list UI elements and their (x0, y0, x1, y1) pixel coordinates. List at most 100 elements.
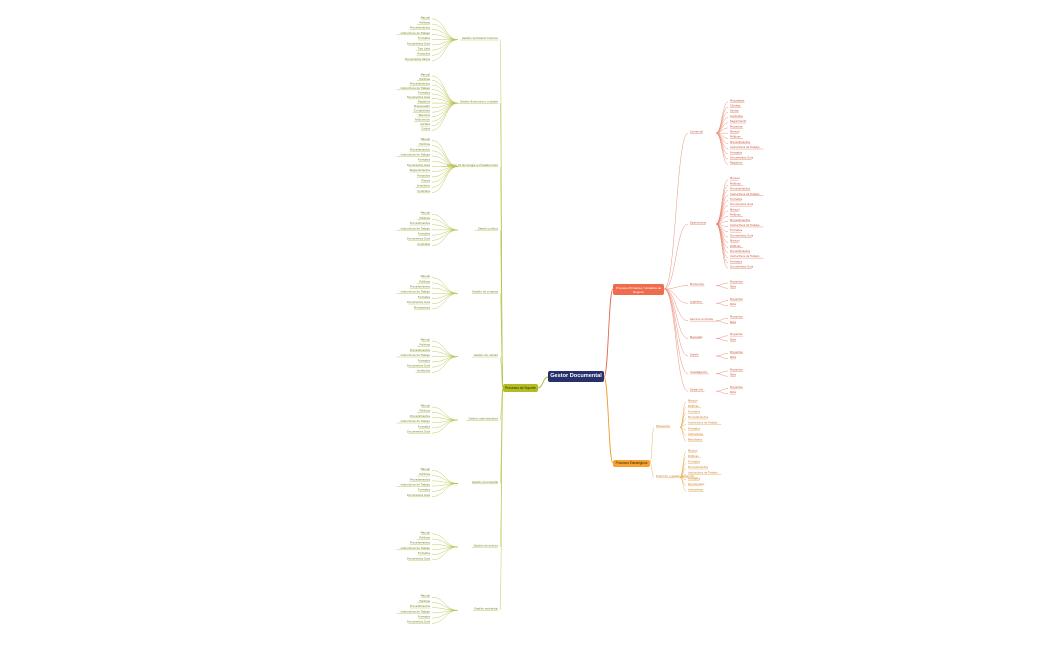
sub-node[interactable]: Operaciones (690, 220, 707, 224)
leaf-node[interactable]: Procedimientos (410, 147, 431, 151)
leaf-node[interactable]: Procedimientos (730, 140, 751, 144)
leaf-node[interactable]: Formatos (418, 158, 431, 162)
leaf-node[interactable]: Documentos Guía (407, 237, 431, 241)
sub-node[interactable]: Comercial (690, 130, 703, 134)
leaf-node[interactable]: Documentos Guía (407, 364, 431, 368)
leaf-node[interactable]: Políticas (419, 536, 430, 540)
sub-node[interactable]: Dirección y gestión gerencial (656, 474, 694, 478)
leaf-node[interactable]: Manual (421, 137, 431, 141)
leaf-node[interactable]: Proyectos (730, 124, 743, 128)
leaf-node[interactable]: Manual (421, 211, 431, 215)
leaf-node[interactable]: Proyectos (417, 173, 430, 177)
branch-node-primarios[interactable]: Procesos Primarios / Unidades de Negocio (613, 284, 664, 295)
leaf-node[interactable]: Documentos Guía (730, 233, 754, 237)
leaf-node[interactable]: Manual (421, 15, 431, 19)
leaf-node[interactable]: Documentos Guía (407, 163, 431, 167)
leaf-node[interactable]: Instructivos de Trabajo (401, 226, 431, 230)
leaf-node[interactable]: Proyectos (730, 297, 743, 301)
leaf-node[interactable]: Resultados (688, 438, 703, 442)
leaf-node[interactable]: Manual (730, 207, 740, 211)
leaf-node[interactable]: Manual (421, 530, 431, 534)
leaf-node[interactable]: Formatos (418, 295, 431, 299)
leaf-node[interactable]: Clientes (730, 104, 741, 108)
leaf-node[interactable]: Requerimientos (410, 168, 431, 172)
leaf-node[interactable]: Formatos (730, 259, 743, 263)
sub-node[interactable]: Diseño (690, 352, 699, 356)
leaf-node[interactable]: Procedimientos (410, 285, 431, 289)
leaf-node[interactable]: Documentos Guía (730, 265, 754, 269)
leaf-node[interactable]: Políticas (419, 77, 430, 81)
leaf-node[interactable]: Proyectos (730, 350, 743, 354)
leaf-node[interactable]: Documentos Guía (407, 620, 431, 624)
leaf-node[interactable]: Documentos Guía (407, 556, 431, 560)
leaf-node[interactable]: Proyectos (730, 332, 743, 336)
leaf-node[interactable]: Contabilidad (414, 109, 431, 113)
leaf-node[interactable]: Procedimientos (688, 415, 709, 419)
leaf-node[interactable]: Políticas (688, 404, 699, 408)
leaf-node[interactable]: Procedimientos (410, 26, 431, 30)
leaf-node[interactable]: Indicadores (688, 488, 704, 492)
leaf-node[interactable]: Registros (418, 100, 431, 104)
leaf-node[interactable]: Proyectos (730, 279, 743, 283)
leaf-node[interactable]: Documentos Guía (730, 156, 754, 160)
sub-node[interactable]: Desarrollo (690, 388, 704, 392)
leaf-node[interactable]: Políticas (730, 135, 741, 139)
sub-node[interactable]: Gestión de calidad (474, 353, 499, 357)
leaf-node[interactable]: Manual (421, 594, 431, 598)
leaf-node[interactable]: Propuestas (730, 98, 745, 102)
leaf-node[interactable]: Políticas (730, 213, 741, 217)
leaf-node[interactable]: Formatos (418, 232, 431, 236)
branch-node-estrategicos[interactable]: Procesos Estratégicos (613, 460, 650, 467)
leaf-node[interactable]: Contratos (417, 242, 430, 246)
leaf-node[interactable]: Seguimiento (730, 119, 747, 123)
leaf-node[interactable]: Manual (730, 239, 740, 243)
leaf-node[interactable]: Proyectos (730, 315, 743, 319)
leaf-node[interactable]: Formatos (730, 197, 743, 201)
leaf-node[interactable]: Presupuesto (414, 104, 430, 108)
sub-node[interactable]: Gestión de compras (472, 290, 499, 294)
leaf-node[interactable]: Políticas (419, 343, 430, 347)
leaf-node[interactable]: Políticas (688, 454, 699, 458)
leaf-node[interactable]: Auditorías (417, 369, 431, 373)
leaf-node[interactable]: Formatos (418, 551, 431, 555)
sub-node[interactable]: Producción (690, 282, 705, 286)
leaf-node[interactable]: Procedimientos (410, 348, 431, 352)
leaf-node[interactable]: Instructivos de Trabajo (401, 419, 431, 423)
leaf-node[interactable]: Políticas (419, 216, 430, 220)
leaf-node[interactable]: Ruta (730, 373, 736, 377)
sub-node[interactable]: Investigación (690, 370, 708, 374)
sub-node[interactable]: Logística (690, 300, 702, 304)
leaf-node[interactable]: Proyectos (417, 52, 430, 56)
leaf-node[interactable]: Formatos (418, 424, 431, 428)
leaf-node[interactable]: Ventas (730, 109, 739, 113)
leaf-node[interactable]: Formatos (418, 90, 431, 94)
leaf-node[interactable]: Contratos (417, 189, 430, 193)
leaf-node[interactable]: Instructivos de Trabajo (730, 254, 760, 258)
sub-node[interactable]: Mercadeo (690, 335, 703, 339)
leaf-node[interactable]: Procedimientos (410, 81, 431, 85)
leaf-node[interactable]: Documentos Guía (730, 202, 754, 206)
leaf-node[interactable]: Documentos Guía (407, 300, 431, 304)
leaf-node[interactable]: Ruta (730, 302, 736, 306)
leaf-node[interactable]: Ruta (730, 337, 736, 341)
leaf-node[interactable]: Manual (421, 274, 431, 278)
leaf-node[interactable]: Proveedores (414, 305, 431, 309)
leaf-node[interactable]: Políticas (419, 472, 430, 476)
leaf-node[interactable]: Procedimientos (410, 221, 431, 225)
leaf-node[interactable]: Facturación (415, 118, 430, 122)
leaf-node[interactable]: Manual (688, 398, 698, 402)
leaf-node[interactable]: Cartera (420, 122, 430, 126)
leaf-node[interactable]: Contratos (730, 114, 743, 118)
leaf-node[interactable]: Instructivos de Trabajo (688, 471, 718, 475)
leaf-node[interactable]: Procedimientos (730, 218, 751, 222)
leaf-node[interactable]: Políticas (419, 599, 430, 603)
leaf-node[interactable]: Procedimientos (730, 249, 751, 253)
leaf-node[interactable]: Ruta (730, 320, 736, 324)
leaf-node[interactable]: Formatos (688, 476, 701, 480)
leaf-node[interactable]: Instructivos de Trabajo (401, 483, 431, 487)
leaf-node[interactable]: Instructivos de Trabajo (401, 353, 431, 357)
leaf-node[interactable]: Políticas (419, 142, 430, 146)
leaf-node[interactable]: Manual (730, 176, 740, 180)
leaf-node[interactable]: Políticas (730, 244, 741, 248)
leaf-node[interactable]: Ruta (730, 285, 736, 289)
